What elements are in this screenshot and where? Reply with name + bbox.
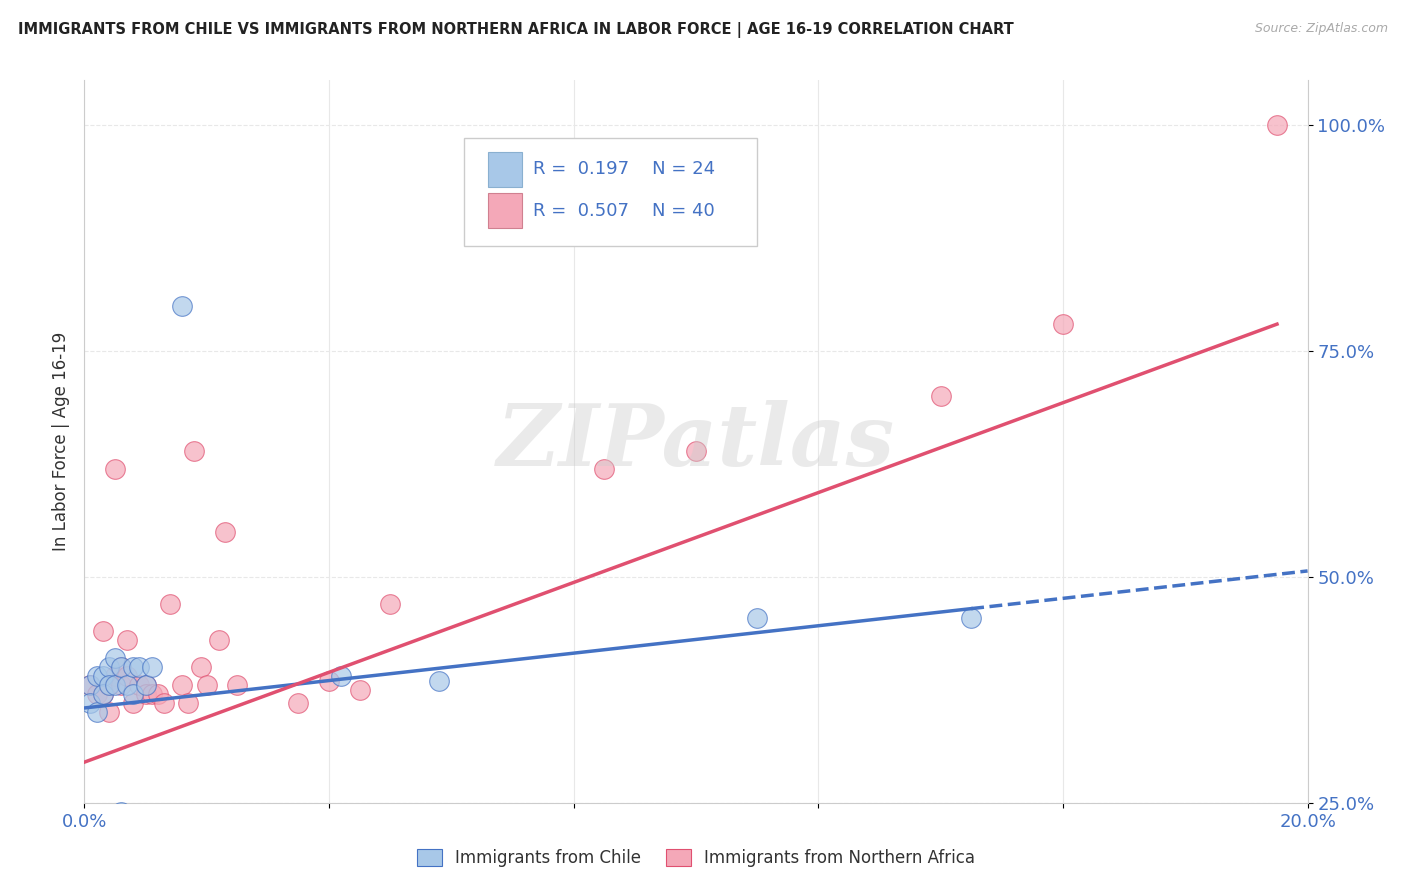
Point	[110, 805, 132, 819]
Point	[86, 687, 108, 701]
Point	[177, 697, 200, 711]
Point	[146, 687, 169, 701]
Point	[110, 660, 132, 674]
Point	[172, 678, 194, 692]
Point	[97, 660, 120, 674]
Text: IMMIGRANTS FROM CHILE VS IMMIGRANTS FROM NORTHERN AFRICA IN LABOR FORCE | AGE 16: IMMIGRANTS FROM CHILE VS IMMIGRANTS FROM…	[18, 22, 1014, 38]
Point	[349, 682, 371, 697]
Point	[122, 687, 145, 701]
Point	[91, 687, 114, 701]
Point	[183, 443, 205, 458]
Point	[135, 678, 157, 692]
Point	[115, 633, 138, 648]
Point	[91, 624, 114, 639]
Point	[97, 678, 120, 692]
Point	[960, 610, 983, 624]
Point	[257, 859, 280, 873]
FancyBboxPatch shape	[464, 138, 758, 246]
Point	[110, 660, 132, 674]
Point	[97, 678, 120, 692]
Point	[929, 389, 952, 403]
Text: R =  0.507    N = 40: R = 0.507 N = 40	[533, 202, 716, 219]
Point	[685, 443, 707, 458]
Point	[141, 687, 163, 701]
Point	[128, 660, 150, 674]
Point	[104, 461, 127, 475]
Point	[122, 660, 145, 674]
Point	[208, 633, 231, 648]
Point	[104, 669, 127, 683]
Point	[79, 678, 101, 692]
Legend: Immigrants from Chile, Immigrants from Northern Africa: Immigrants from Chile, Immigrants from N…	[416, 848, 976, 867]
Point	[86, 669, 108, 683]
Point	[263, 841, 285, 855]
Point	[190, 660, 212, 674]
Bar	[488, 194, 522, 228]
Point	[104, 651, 127, 665]
Point	[593, 461, 616, 475]
Point	[1265, 119, 1288, 133]
Text: Source: ZipAtlas.com: Source: ZipAtlas.com	[1254, 22, 1388, 36]
Point	[135, 687, 157, 701]
Point	[172, 299, 194, 313]
Point	[91, 669, 114, 683]
Point	[141, 660, 163, 674]
Point	[195, 678, 218, 692]
Bar	[488, 152, 522, 186]
Point	[159, 597, 181, 611]
Point	[79, 697, 101, 711]
Point	[287, 697, 309, 711]
Y-axis label: In Labor Force | Age 16-19: In Labor Force | Age 16-19	[52, 332, 70, 551]
Point	[135, 678, 157, 692]
Point	[380, 597, 402, 611]
Point	[330, 669, 353, 683]
Point	[128, 678, 150, 692]
Point	[104, 814, 127, 828]
Point	[110, 678, 132, 692]
Point	[153, 697, 176, 711]
Point	[214, 524, 236, 539]
Point	[97, 706, 120, 720]
Point	[245, 886, 267, 892]
Point	[318, 673, 340, 688]
Point	[115, 669, 138, 683]
Point	[122, 697, 145, 711]
Text: R =  0.197    N = 24: R = 0.197 N = 24	[533, 161, 716, 178]
Point	[226, 678, 249, 692]
Point	[115, 678, 138, 692]
Point	[1052, 317, 1074, 331]
Point	[747, 610, 769, 624]
Point	[79, 678, 101, 692]
Text: ZIPatlas: ZIPatlas	[496, 400, 896, 483]
Point	[427, 673, 450, 688]
Point	[86, 706, 108, 720]
Point	[104, 678, 127, 692]
Point	[91, 687, 114, 701]
